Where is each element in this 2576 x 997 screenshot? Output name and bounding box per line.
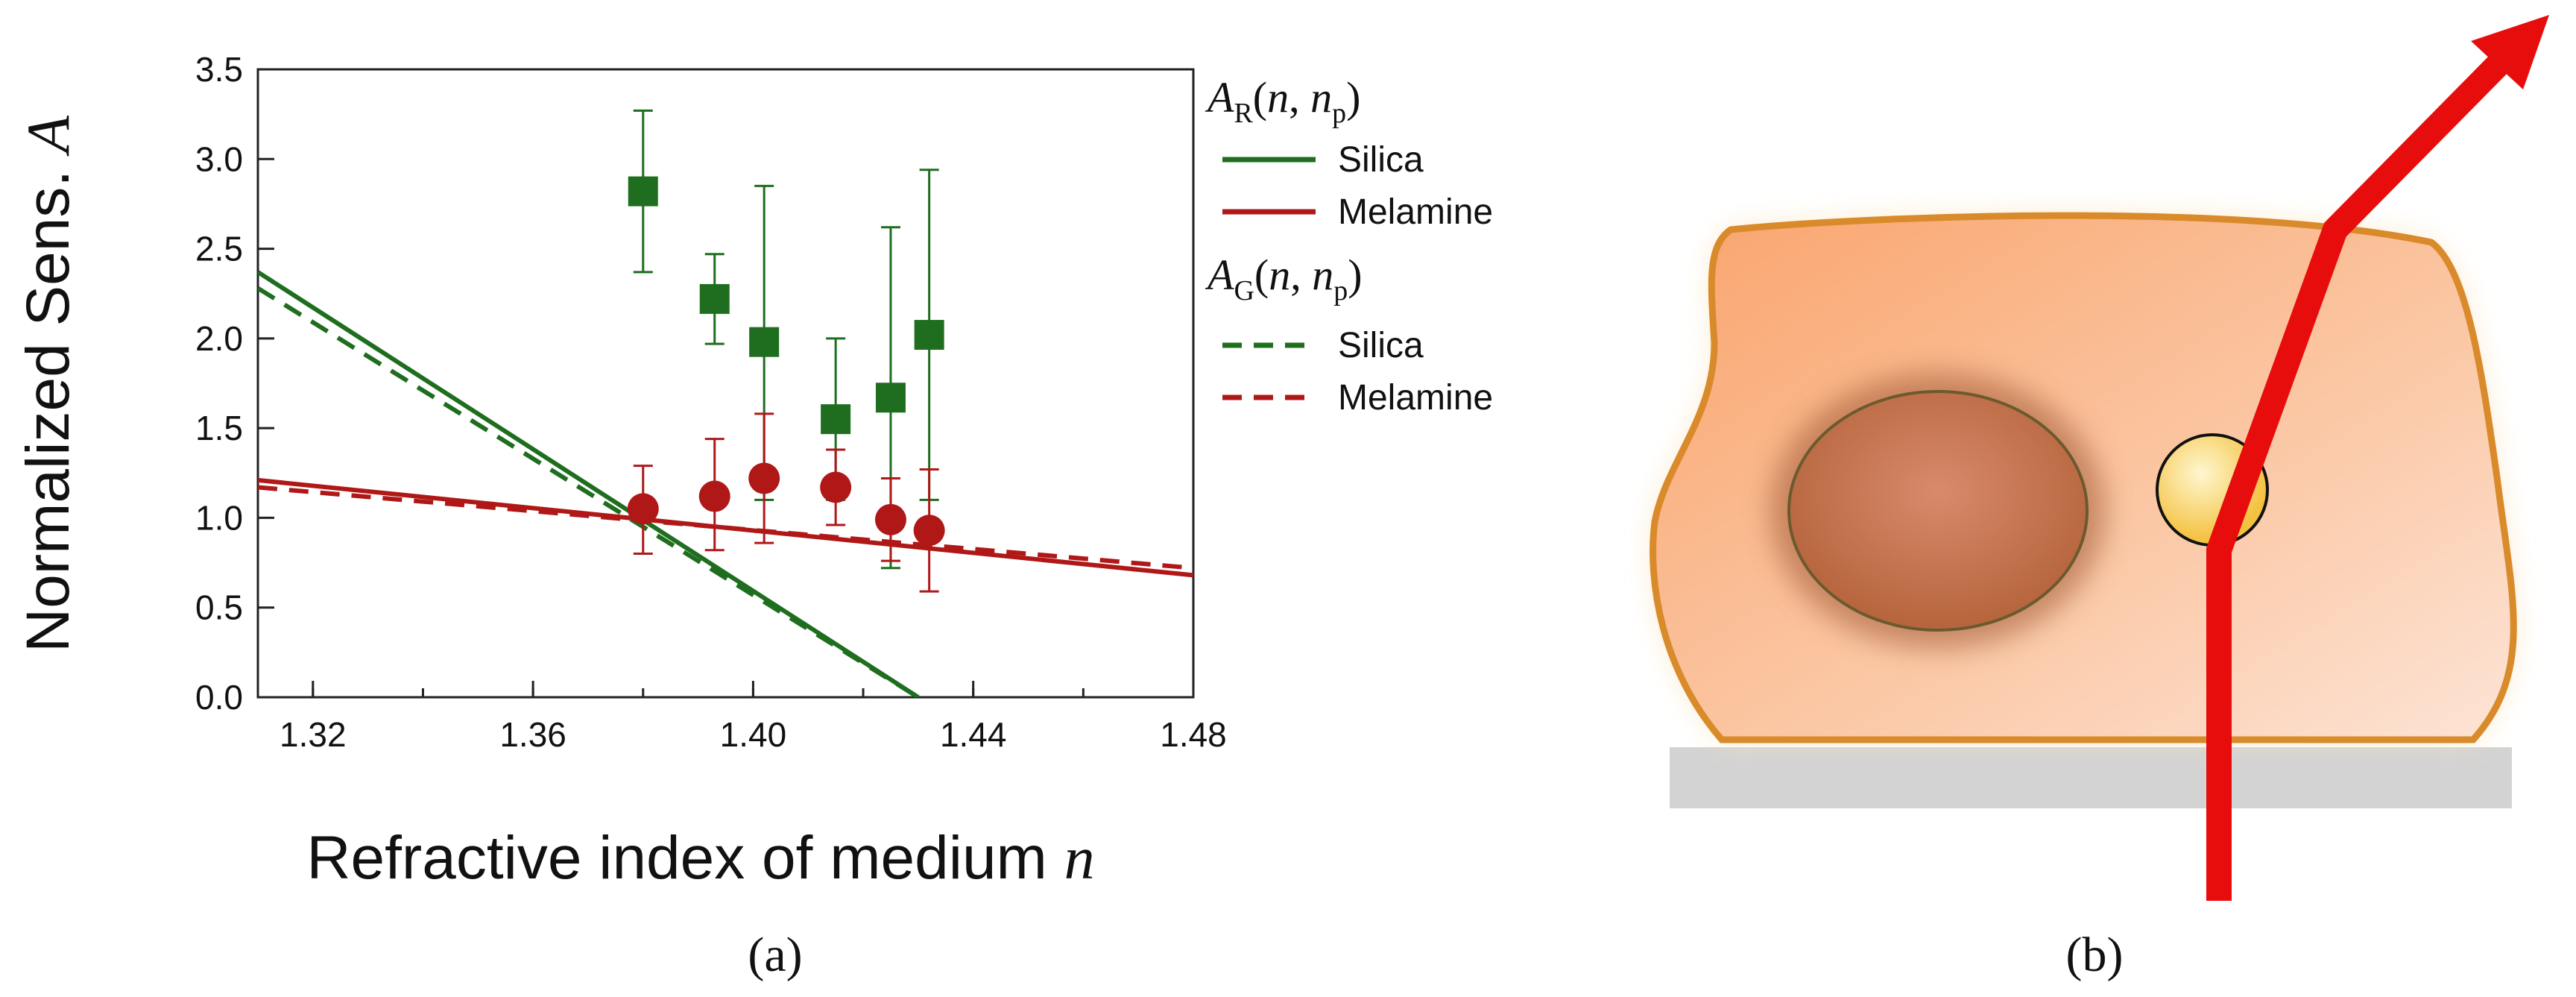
x-tick-label: 1.40 xyxy=(720,715,787,754)
ticks-layer: 1.32 1.36 1.40 1.44 1.48 0.0 0.5 1.0 1.5 2.0 2.5 3.… xyxy=(195,50,1227,754)
x-tick-label: 1.48 xyxy=(1160,715,1227,754)
legend-silica-dashed-label: Silica xyxy=(1338,326,1424,365)
silica-measured-point xyxy=(749,327,780,357)
laser-beam-arrowhead-icon xyxy=(2471,15,2549,89)
cell-illustration-panel-b: (b) xyxy=(1650,15,2549,982)
model-line-ar-melamine xyxy=(258,477,1193,578)
melamine-measured-point xyxy=(698,480,730,512)
plot-frame xyxy=(256,68,1195,699)
data-points-layer xyxy=(627,109,945,593)
panel-label-b: (b) xyxy=(2066,928,2124,982)
y-tick-label: 0.5 xyxy=(195,588,243,627)
x-tick-label: 1.32 xyxy=(280,715,347,754)
legend-melamine-solid-label: Melamine xyxy=(1338,192,1493,232)
melamine-measured-point xyxy=(627,493,659,525)
y-tick-label: 3.0 xyxy=(195,139,243,178)
y-tick-label: 2.0 xyxy=(195,319,243,358)
y-tick-label: 3.5 xyxy=(195,50,243,89)
y-tick-label: 1.0 xyxy=(195,498,243,537)
model-line-ar-silica xyxy=(258,270,920,697)
y-tick-label: 2.5 xyxy=(195,230,243,268)
y-tick-label: 1.5 xyxy=(195,409,243,447)
nucleus-icon xyxy=(1787,390,2089,632)
panel-label-a: (a) xyxy=(748,928,802,982)
melamine-measured-point xyxy=(874,503,906,535)
silica-measured-point xyxy=(914,320,944,350)
model-lines-layer xyxy=(258,270,1193,697)
silica-measured-point xyxy=(699,283,730,314)
laser-beam-arrow-icon xyxy=(2206,49,2514,901)
model-line-ag-silica xyxy=(258,286,920,697)
legend-group-r-title: AR(n, np) xyxy=(1205,73,1360,129)
legend-group-g-title: AG(n, np) xyxy=(1205,251,1363,306)
x-axis-title: Refractive index of medium n xyxy=(306,824,1094,892)
melamine-measured-point xyxy=(748,462,780,494)
substrate-icon xyxy=(1670,747,2512,808)
y-axis-title: Normalized Sens. A xyxy=(14,115,82,652)
y-tick-label: 0.0 xyxy=(195,678,243,717)
melamine-measured-point xyxy=(820,471,852,503)
silica-measured-point xyxy=(628,176,658,207)
x-tick-label: 1.36 xyxy=(499,715,566,754)
x-tick-label: 1.44 xyxy=(940,715,1007,754)
legend: AR(n, np) Silica Melamine AG(n, np) Sili… xyxy=(1205,73,1493,418)
silica-measured-point xyxy=(875,383,906,413)
melamine-measured-point xyxy=(913,515,945,547)
legend-silica-solid-label: Silica xyxy=(1338,140,1424,180)
legend-melamine-dashed-label: Melamine xyxy=(1338,378,1493,418)
silica-measured-point xyxy=(821,404,851,435)
chart-panel-a: 1.32 1.36 1.40 1.44 1.48 0.0 0.5 1.0 1.5 2.0 2.5 3.… xyxy=(14,50,1493,982)
